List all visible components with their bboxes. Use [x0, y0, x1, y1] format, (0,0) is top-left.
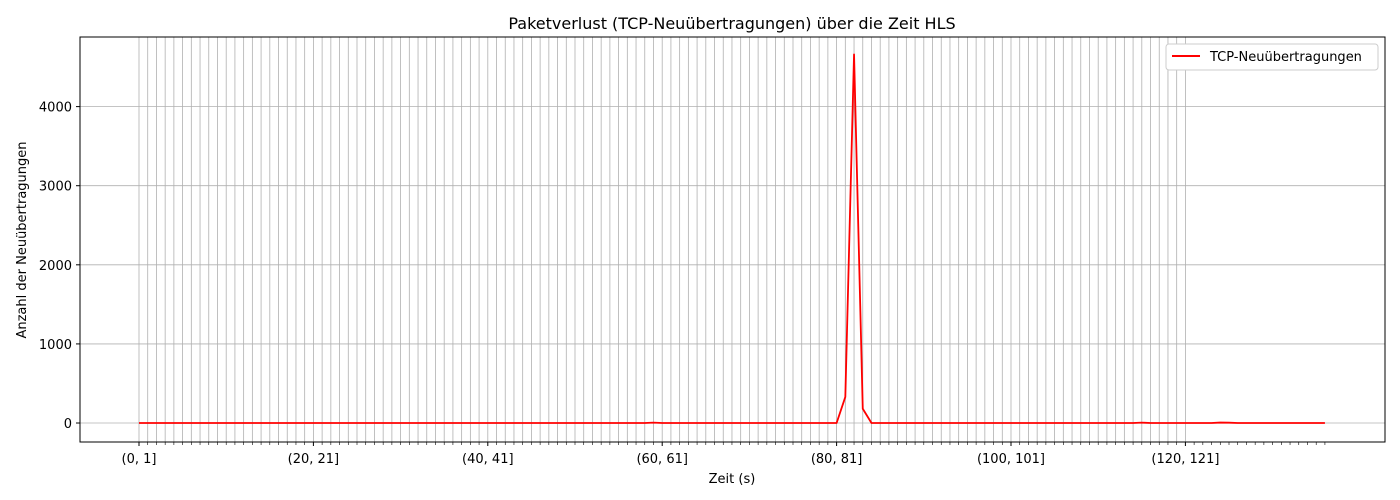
series-line: [139, 53, 1325, 424]
x-tick-label: (80, 81]: [811, 452, 863, 467]
x-tick-label: (120, 121]: [1151, 452, 1219, 467]
grid-lines: [80, 37, 1385, 442]
x-axis: (0, 1] (20, 21] (40, 41] (60, 61] (80, 81] (1…: [122, 442, 1326, 467]
x-tick-label: (0, 1]: [122, 452, 157, 467]
y-tick-label: 2000: [39, 259, 72, 274]
legend: TCP-Neuübertragungen: [1165, 43, 1379, 71]
legend-box: [1165, 43, 1379, 71]
x-tick-label: (60, 61]: [636, 452, 688, 467]
plot-frame: [79, 36, 1386, 443]
y-tick-label: 4000: [39, 101, 72, 116]
y-axis-label: Anzahl der Neuübertragungen: [15, 141, 30, 338]
x-tick-label: (100, 101]: [977, 452, 1045, 467]
legend-label: TCP-Neuübertragungen: [1209, 50, 1362, 65]
y-axis: 0 1000 2000 3000 4000: [39, 101, 80, 432]
y-tick-label: 0: [64, 417, 72, 432]
plot-background: [80, 37, 1385, 442]
y-tick-label: 1000: [39, 338, 72, 353]
plot-area: [139, 53, 1325, 424]
x-axis-label: Zeit (s): [709, 472, 756, 487]
x-tick-label: (40, 41]: [462, 452, 514, 467]
x-tick-label: (20, 21]: [288, 452, 340, 467]
y-tick-label: 3000: [39, 180, 72, 195]
chart-title: Paketverlust (TCP-Neuübertragungen) über…: [508, 14, 955, 33]
